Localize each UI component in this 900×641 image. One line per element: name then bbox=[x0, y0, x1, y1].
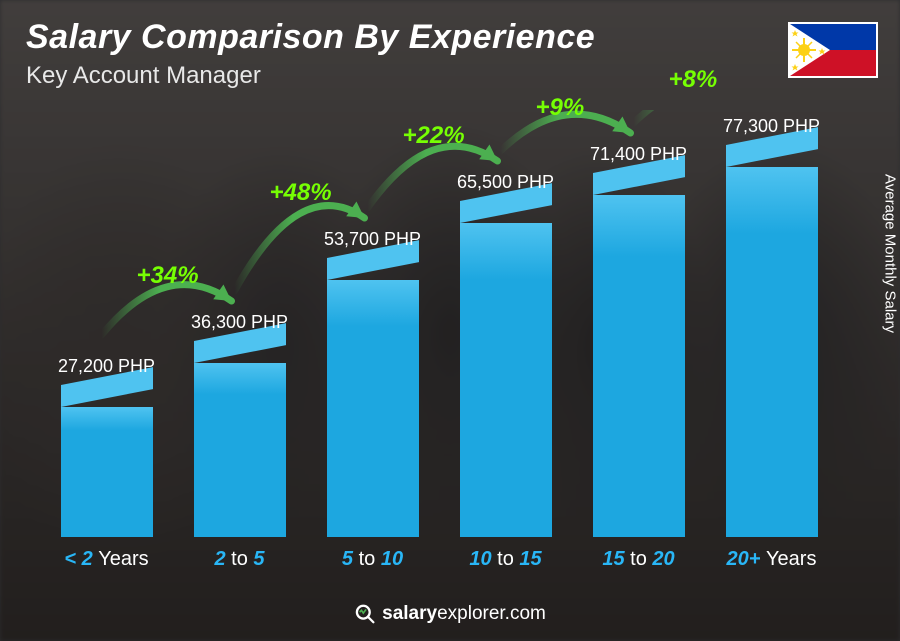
bar bbox=[194, 341, 286, 537]
bar bbox=[327, 258, 419, 537]
growth-pct-label: +22% bbox=[403, 122, 465, 150]
bar-chart: 27,200 PHP < 2 Years 36,300 PHP 2 to 5 +34% 5… bbox=[40, 110, 840, 571]
growth-pct-label: +9% bbox=[536, 94, 585, 122]
bar-front-face bbox=[61, 407, 153, 537]
bar-category-label: 15 to 20 bbox=[602, 548, 674, 571]
bar-group: 65,500 PHP 10 to 15 bbox=[439, 110, 572, 571]
bar-category-label: 10 to 15 bbox=[469, 548, 541, 571]
footer-text: salaryexplorer.com bbox=[382, 603, 546, 625]
bar-group: 71,400 PHP 15 to 20 bbox=[572, 110, 705, 571]
bar-category-label: 20+ Years bbox=[727, 548, 817, 571]
bar bbox=[460, 201, 552, 537]
bar-category-label: < 2 Years bbox=[64, 548, 148, 571]
bar-value-label: 53,700 PHP bbox=[324, 229, 421, 250]
bar-value-label: 36,300 PHP bbox=[191, 312, 288, 333]
bar-value-label: 77,300 PHP bbox=[723, 116, 820, 137]
page-subtitle: Key Account Manager bbox=[26, 62, 261, 90]
bar-front-face bbox=[726, 167, 818, 537]
bar-front-face bbox=[327, 280, 419, 537]
bar-category-label: 5 to 10 bbox=[342, 548, 403, 571]
growth-pct-label: +8% bbox=[669, 66, 718, 94]
bar-group: 27,200 PHP < 2 Years bbox=[40, 110, 173, 571]
bar bbox=[593, 173, 685, 537]
growth-pct-label: +48% bbox=[270, 179, 332, 207]
footer-attribution: salaryexplorer.com bbox=[354, 603, 546, 625]
bar-value-label: 65,500 PHP bbox=[457, 172, 554, 193]
bar bbox=[61, 385, 153, 537]
bar-group: 77,300 PHP 20+ Years bbox=[705, 110, 838, 571]
y-axis-label: Average Monthly Salary bbox=[882, 174, 899, 333]
bar-front-face bbox=[460, 223, 552, 537]
bar-front-face bbox=[194, 363, 286, 537]
magnifier-icon bbox=[354, 603, 376, 625]
infographic-content: Salary Comparison By Experience Key Acco… bbox=[0, 0, 900, 641]
bar-category-label: 2 to 5 bbox=[214, 548, 264, 571]
page-title: Salary Comparison By Experience bbox=[26, 18, 595, 57]
philippines-flag-icon bbox=[788, 22, 878, 78]
bar-value-label: 27,200 PHP bbox=[58, 356, 155, 377]
bar bbox=[726, 145, 818, 537]
bar-front-face bbox=[593, 195, 685, 537]
bar-value-label: 71,400 PHP bbox=[590, 144, 687, 165]
growth-pct-label: +34% bbox=[137, 262, 199, 290]
